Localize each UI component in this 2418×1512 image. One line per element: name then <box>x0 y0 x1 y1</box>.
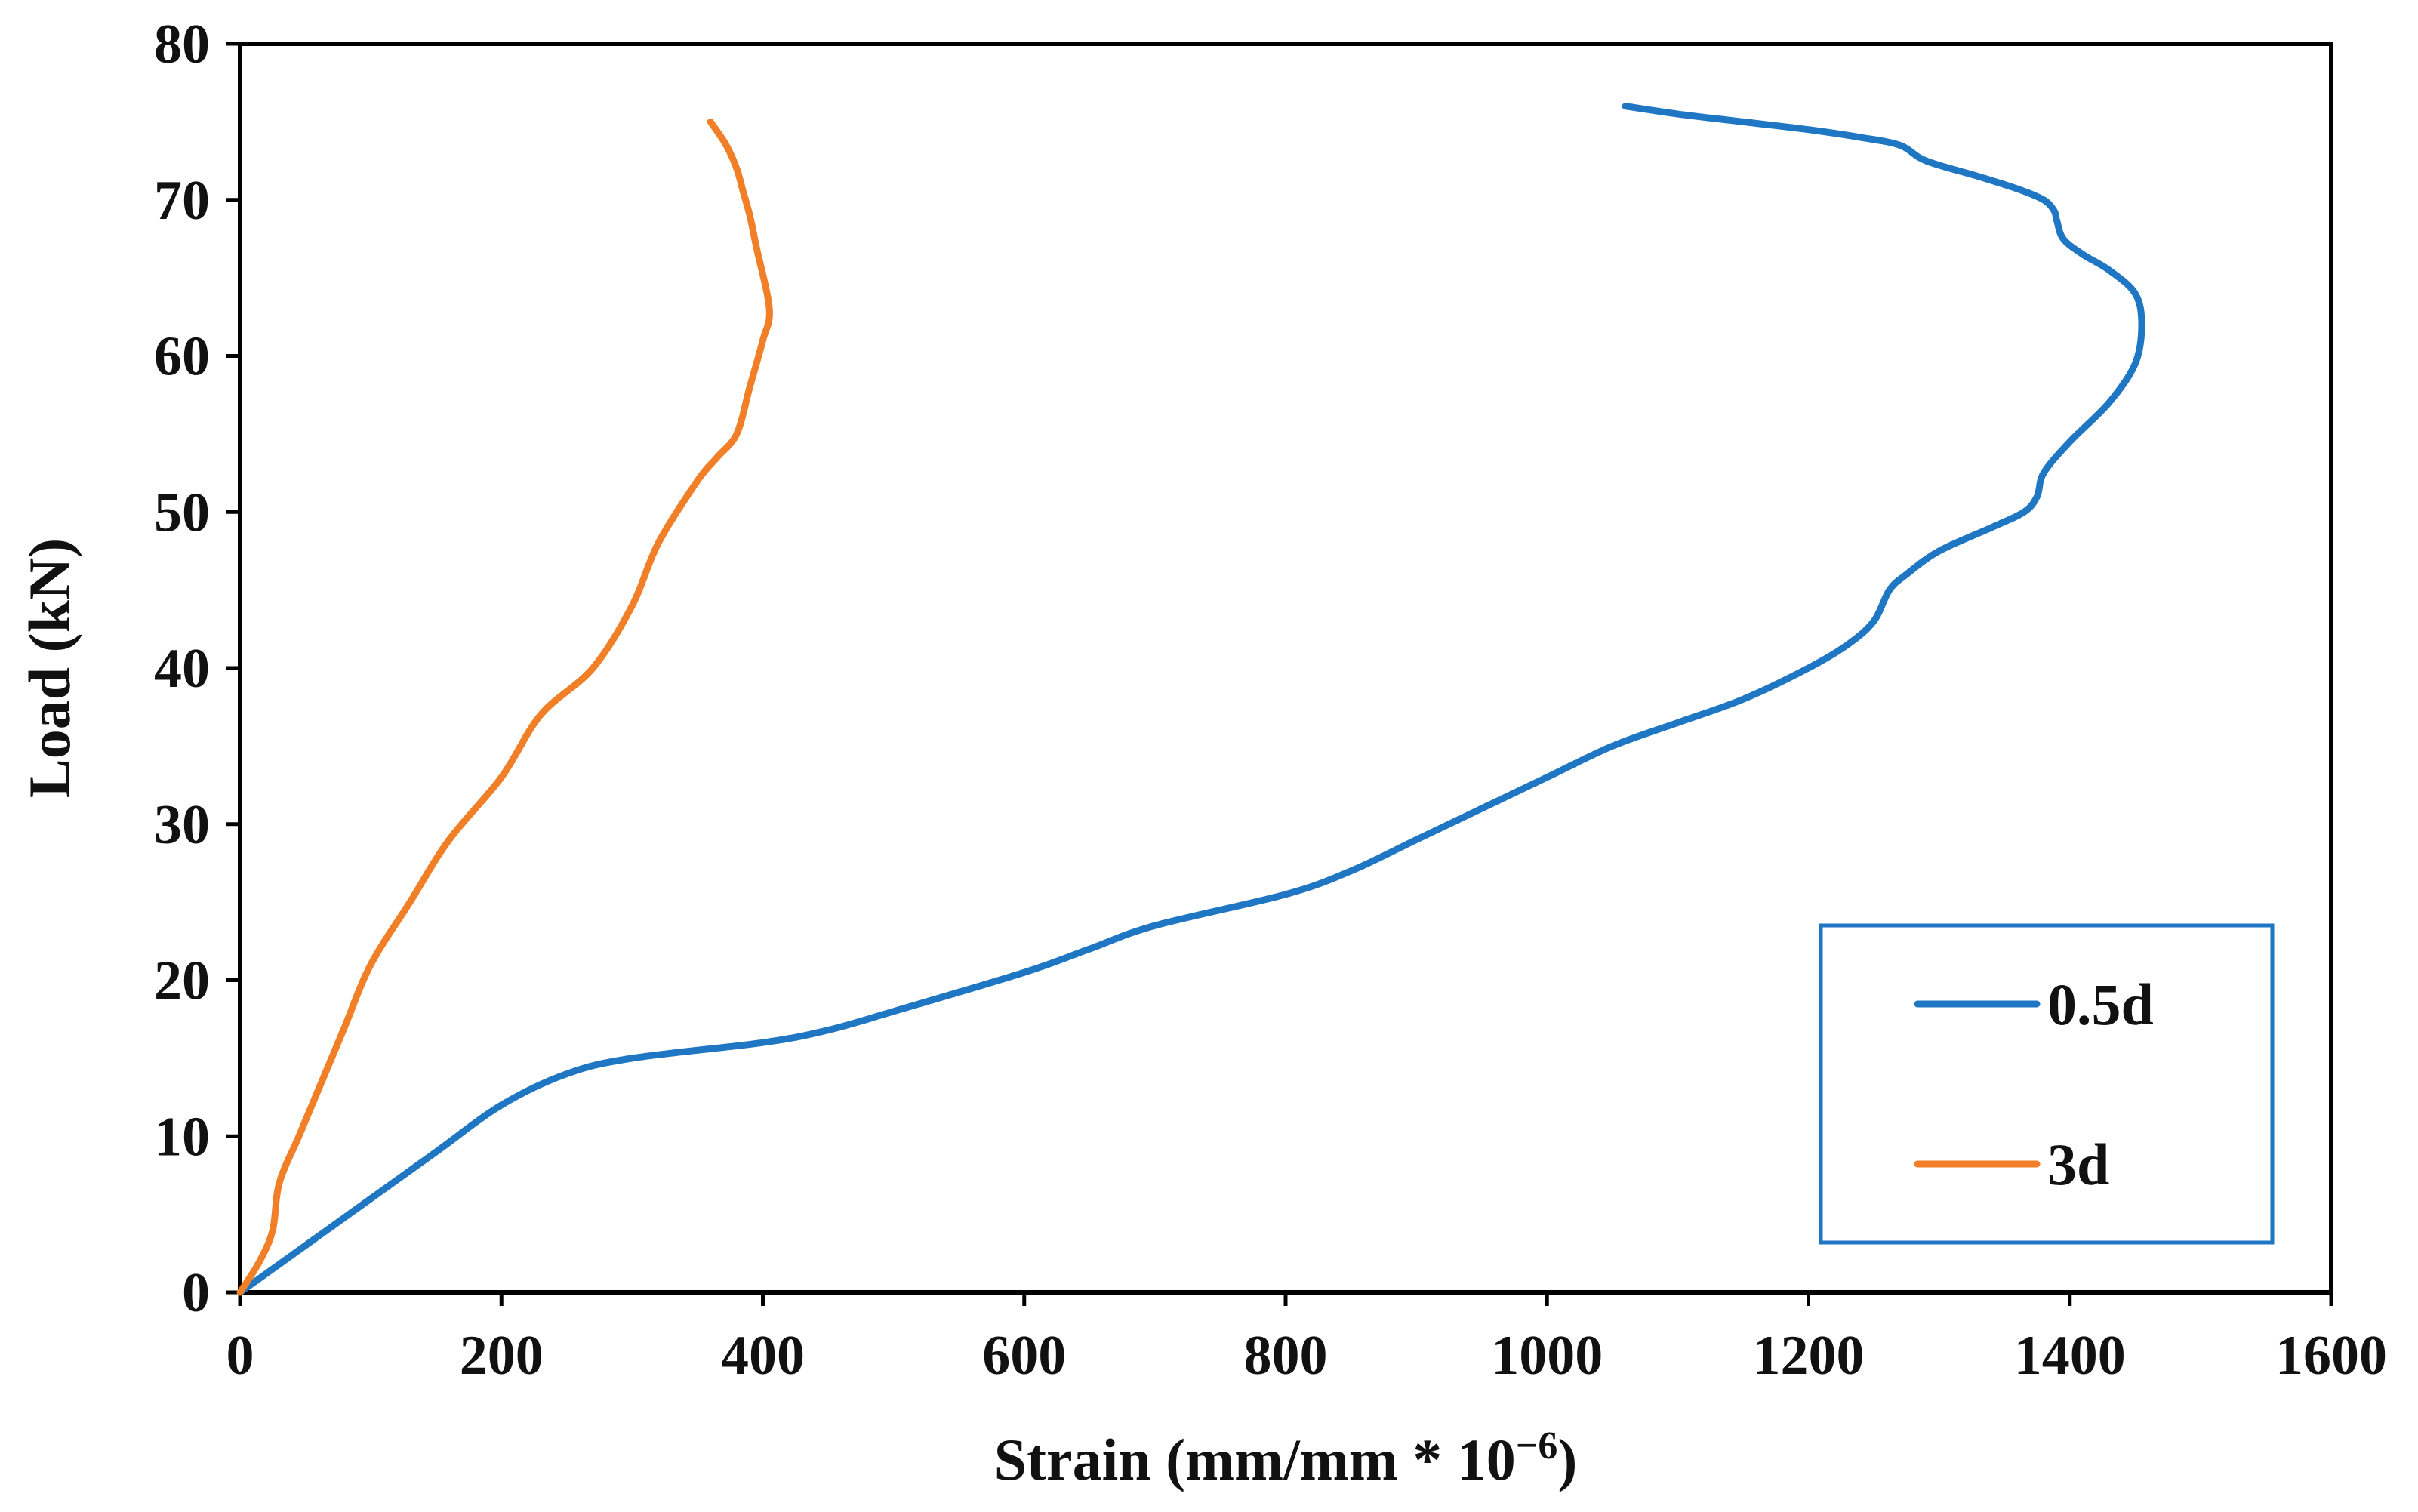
x-tick-label-1000: 1000 <box>1491 1325 1603 1387</box>
y-tick-label-30: 30 <box>154 794 210 856</box>
x-axis-title: Strain (mm/mm * 10−6) <box>994 1424 1578 1493</box>
y-tick-label-10: 10 <box>154 1106 210 1168</box>
y-axis-ticks: 0 10 20 30 40 50 60 70 80 <box>154 14 240 1324</box>
x-tick-label-800: 800 <box>1244 1325 1328 1387</box>
series-layer <box>236 103 2145 1296</box>
x-tick-label-1400: 1400 <box>2014 1325 2126 1387</box>
y-tick-label-0: 0 <box>182 1262 210 1324</box>
legend: 0.5d 3d <box>1819 923 2275 1245</box>
y-tick-label-20: 20 <box>154 950 210 1012</box>
y-tick-label-70: 70 <box>154 170 210 232</box>
y-tick-label-50: 50 <box>154 482 210 544</box>
y-tick-label-60: 60 <box>154 326 210 388</box>
x-tick-label-1600: 1600 <box>2275 1325 2387 1387</box>
x-axis-ticks: 0 200 400 600 800 1000 1200 1400 1600 <box>226 1292 2387 1387</box>
x-axis-title-close: ) <box>1557 1427 1577 1492</box>
y-axis-title: Load (kN) <box>17 538 82 799</box>
y-tick-label-80: 80 <box>154 14 210 75</box>
x-tick-label-600: 600 <box>982 1325 1066 1387</box>
x-tick-label-400: 400 <box>721 1325 805 1387</box>
y-tick-label-40: 40 <box>154 638 210 700</box>
x-tick-label-1200: 1200 <box>1753 1325 1865 1387</box>
x-axis-title-exponent: −6 <box>1516 1424 1558 1467</box>
legend-box <box>1819 923 2275 1245</box>
legend-label-0.5d: 0.5d <box>2047 972 2154 1037</box>
x-axis-title-text: Strain (mm/mm * 10 <box>994 1427 1516 1492</box>
x-tick-label-200: 200 <box>460 1325 544 1387</box>
series-line-3d <box>236 118 773 1296</box>
legend-label-3d: 3d <box>2047 1132 2109 1197</box>
series-line-0.5d <box>236 103 2145 1296</box>
x-tick-label-0: 0 <box>226 1325 254 1387</box>
